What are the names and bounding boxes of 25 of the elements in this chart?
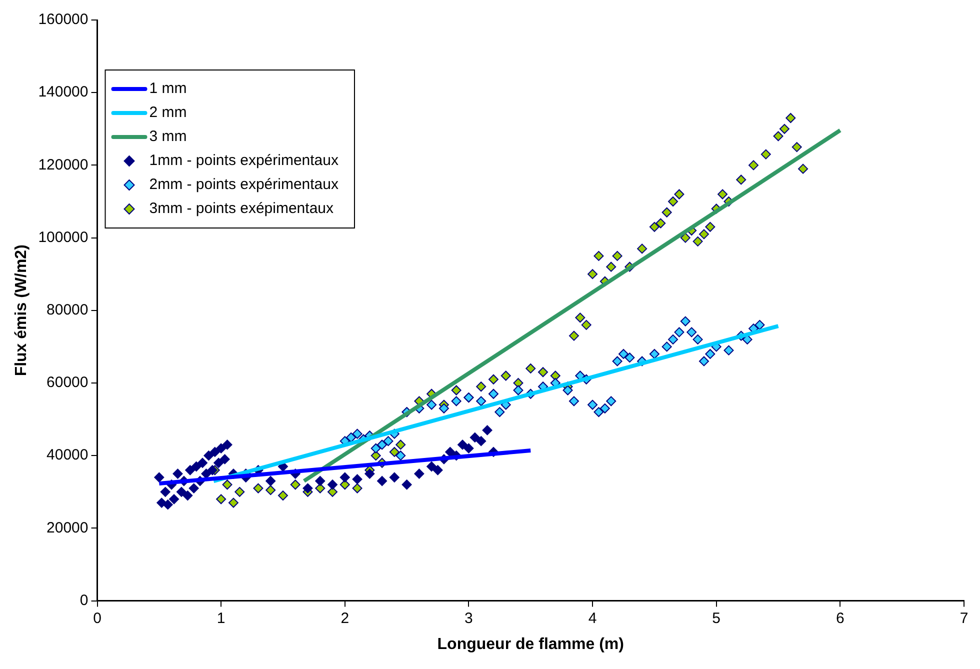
y-tick-label: 160000 bbox=[38, 11, 88, 28]
x-tick-label: 3 bbox=[464, 610, 473, 627]
y-tick-label: 120000 bbox=[38, 156, 88, 174]
y-tick-label: 140000 bbox=[38, 84, 88, 101]
legend-label: 3 mm bbox=[149, 128, 187, 146]
x-tick-label: 1 bbox=[216, 610, 226, 627]
legend-label: 2 mm bbox=[149, 104, 187, 122]
y-tick-label: 40000 bbox=[46, 446, 88, 464]
legend-label: 1 mm bbox=[149, 80, 187, 98]
legend-label: 3mm - points exépimentaux bbox=[149, 200, 334, 218]
y-tick-label: 100000 bbox=[38, 228, 88, 246]
y-tick-label: 20000 bbox=[46, 519, 88, 536]
x-tick-label: 4 bbox=[588, 610, 597, 627]
y-axis-title: Flux émis (W/m2) bbox=[13, 244, 30, 376]
y-tick-label: 0 bbox=[80, 592, 88, 609]
y-tick-label: 60000 bbox=[46, 374, 88, 392]
x-axis-title: Longueur de flamme (m) bbox=[437, 636, 624, 653]
x-tick-label: 0 bbox=[93, 610, 102, 627]
x-tick-label: 7 bbox=[960, 610, 968, 627]
x-tick-label: 6 bbox=[836, 610, 844, 627]
x-tick-label: 2 bbox=[340, 610, 350, 627]
legend-label: 1mm - points expérimentaux bbox=[149, 152, 339, 170]
legend-label: 2mm - points expérimentaux bbox=[149, 176, 339, 194]
x-tick-label: 5 bbox=[712, 610, 721, 627]
y-tick-label: 80000 bbox=[46, 302, 88, 319]
